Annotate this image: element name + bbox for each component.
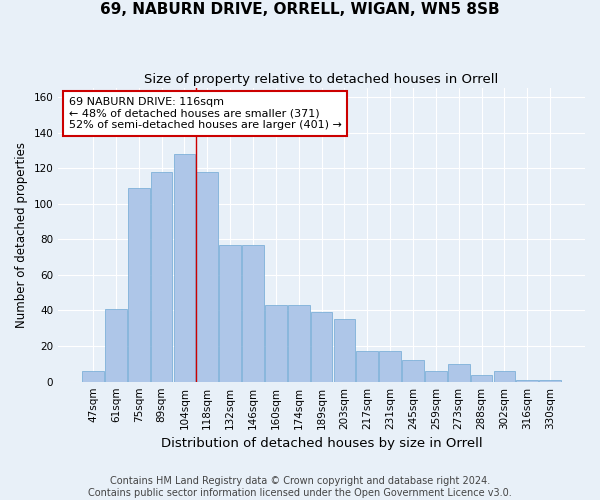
Bar <box>402 360 424 382</box>
Bar <box>82 371 104 382</box>
Bar <box>128 188 149 382</box>
Text: 69, NABURN DRIVE, ORRELL, WIGAN, WN5 8SB: 69, NABURN DRIVE, ORRELL, WIGAN, WN5 8SB <box>100 2 500 18</box>
X-axis label: Distribution of detached houses by size in Orrell: Distribution of detached houses by size … <box>161 437 482 450</box>
Bar <box>494 371 515 382</box>
Y-axis label: Number of detached properties: Number of detached properties <box>15 142 28 328</box>
Bar <box>471 374 493 382</box>
Bar <box>242 244 264 382</box>
Bar <box>173 154 195 382</box>
Text: 69 NABURN DRIVE: 116sqm
← 48% of detached houses are smaller (371)
52% of semi-d: 69 NABURN DRIVE: 116sqm ← 48% of detache… <box>69 97 341 130</box>
Bar <box>356 352 378 382</box>
Bar <box>425 371 447 382</box>
Bar <box>539 380 561 382</box>
Bar <box>517 380 538 382</box>
Bar <box>448 364 470 382</box>
Bar <box>311 312 332 382</box>
Bar <box>151 172 172 382</box>
Text: Contains HM Land Registry data © Crown copyright and database right 2024.
Contai: Contains HM Land Registry data © Crown c… <box>88 476 512 498</box>
Bar <box>105 308 127 382</box>
Bar <box>219 244 241 382</box>
Bar <box>379 352 401 382</box>
Bar <box>334 320 355 382</box>
Bar <box>196 172 218 382</box>
Bar <box>265 305 287 382</box>
Bar <box>288 305 310 382</box>
Title: Size of property relative to detached houses in Orrell: Size of property relative to detached ho… <box>145 72 499 86</box>
